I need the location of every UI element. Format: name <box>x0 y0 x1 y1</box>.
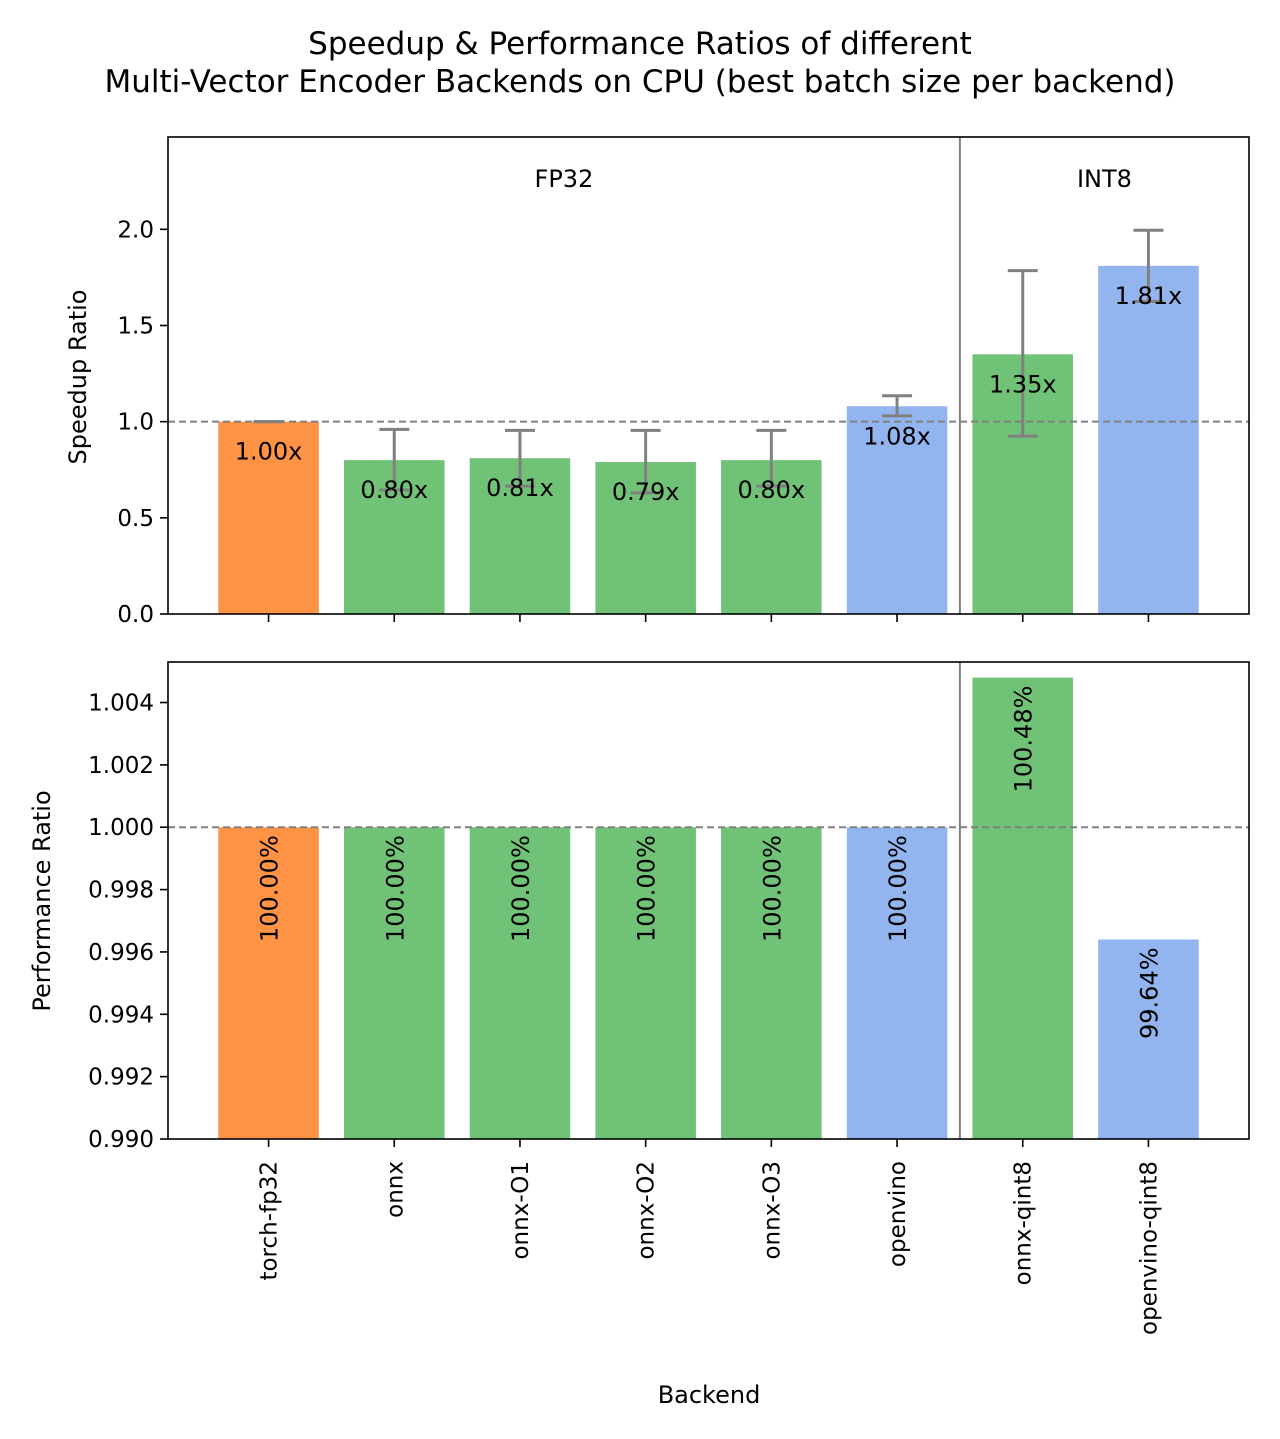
x-tick-label-onnx-O3: onnx-O3 <box>759 1161 785 1260</box>
y-tick-label: 0.0 <box>117 602 154 628</box>
x-axis-label: Backend <box>658 1381 761 1409</box>
bar-label-onnx-O2: 100.00% <box>633 835 661 942</box>
bar-label-onnx-qint8: 100.48% <box>1010 686 1038 793</box>
group-label-fp32: FP32 <box>535 165 594 193</box>
errorbar-onnx-O2 <box>630 428 661 495</box>
bar-label-openvino-qint8: 99.64% <box>1135 947 1163 1039</box>
errorbar-onnx-qint8 <box>1007 269 1038 438</box>
y-tick-label: 0.990 <box>88 1127 154 1153</box>
bar-label-onnx-qint8: 1.35x <box>989 370 1057 398</box>
x-tick-label-openvino-qint8: openvino-qint8 <box>1136 1161 1162 1335</box>
x-tick-label-openvino: openvino <box>885 1161 911 1267</box>
errorbar-onnx-O3 <box>756 428 787 488</box>
errorbar-onnx <box>379 427 410 492</box>
y-tick-label: 0.992 <box>88 1065 154 1091</box>
bar-openvino-qint8 <box>1098 265 1199 614</box>
bar-openvino-qint8 <box>1098 939 1199 1139</box>
bar-label-torch-fp32: 100.00% <box>256 835 284 942</box>
errorbar-openvino <box>882 394 913 418</box>
y-tick-label: 1.5 <box>117 313 154 339</box>
chart-title-line-2: Multi-Vector Encoder Backends on CPU (be… <box>104 64 1175 100</box>
errorbar-openvino-qint8 <box>1133 228 1164 303</box>
speedup-y-axis-label: Speedup Ratio <box>64 290 92 465</box>
group-label-int8: INT8 <box>1077 165 1132 193</box>
bar-label-onnx: 100.00% <box>381 835 409 942</box>
y-tick-label: 1.002 <box>88 753 154 779</box>
bar-label-torch-fp32: 1.00x <box>235 438 303 466</box>
bar-label-openvino: 1.08x <box>863 422 931 450</box>
y-tick-label: 0.994 <box>88 1002 154 1028</box>
bar-label-onnx-O3: 100.00% <box>758 835 786 942</box>
bar-torch-fp32 <box>218 827 319 1139</box>
bar-label-openvino-qint8: 1.81x <box>1115 282 1183 310</box>
speedup-panel: 1.00x 0.80x 0.81x 0.79x 0.80x 1.08x 1.35x 1.81x… <box>117 136 1250 628</box>
performance-panel: 100.00% 100.00% 100.00% 100.00% 100.00% 100.0… <box>88 661 1250 1335</box>
x-tick-label-onnx-qint8: onnx-qint8 <box>1011 1161 1037 1285</box>
bar-torch-fp32 <box>218 421 319 614</box>
bar-openvino <box>846 406 948 614</box>
chart-title-line-1: Speedup & Performance Ratios of differen… <box>308 26 972 62</box>
performance-y-axis-label: Performance Ratio <box>28 790 56 1011</box>
y-tick-label: 1.004 <box>88 691 154 717</box>
bar-label-onnx-O2: 0.79x <box>612 478 680 506</box>
bar-label-onnx: 0.80x <box>360 476 428 504</box>
speedup-frame <box>167 136 1250 615</box>
x-tick-label-torch-fp32: torch-fp32 <box>257 1161 283 1281</box>
x-tick-label-onnx-O1: onnx-O1 <box>508 1161 534 1260</box>
bar-label-onnx-O1: 0.81x <box>486 474 554 502</box>
y-tick-label: 1.0 <box>117 410 154 436</box>
x-tick-label-onnx-O2: onnx-O2 <box>634 1161 660 1260</box>
y-tick-label: 2.0 <box>117 217 154 243</box>
bar-onnx-qint8 <box>972 677 1074 1139</box>
errorbar-onnx-O1 <box>504 428 535 488</box>
performance-frame <box>167 661 1250 1140</box>
bar-onnx-O1 <box>469 827 571 1139</box>
bar-label-openvino: 100.00% <box>884 835 912 942</box>
x-tick-label-onnx: onnx <box>382 1161 408 1218</box>
bar-onnx-O2 <box>595 827 696 1139</box>
bar-openvino <box>846 827 948 1139</box>
bar-onnx <box>343 827 445 1139</box>
y-tick-label: 0.998 <box>88 878 154 904</box>
bar-label-onnx-O3: 0.80x <box>738 476 806 504</box>
y-tick-label: 1.000 <box>88 815 154 841</box>
y-tick-label: 0.996 <box>88 940 154 966</box>
bar-label-onnx-O1: 100.00% <box>507 835 535 942</box>
bar-onnx-O3 <box>721 827 822 1139</box>
y-tick-label: 0.5 <box>117 506 154 532</box>
